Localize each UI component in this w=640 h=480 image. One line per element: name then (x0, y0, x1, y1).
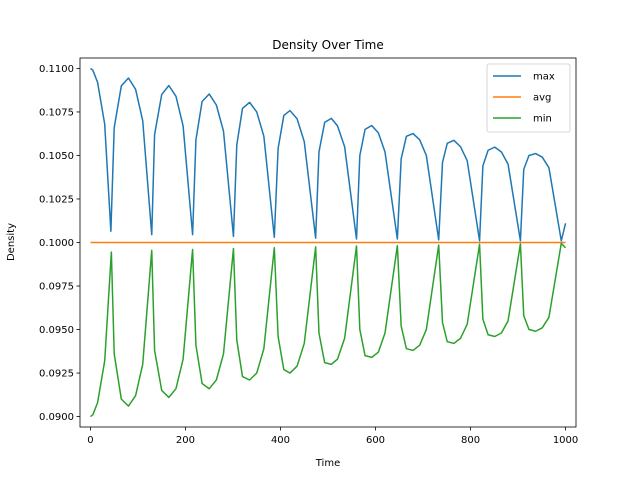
x-axis-label: Time (315, 458, 340, 469)
legend-frame (486, 63, 571, 133)
y-tick-label: 0.1050 (39, 151, 74, 162)
legend-items: max avg min (493, 72, 555, 125)
y-tick-label: 0.1025 (39, 194, 74, 205)
series-line-min (90, 242, 567, 418)
legend: max avg min (486, 63, 571, 133)
legend-label-max: max (533, 72, 555, 83)
x-tick-label: 400 (271, 435, 290, 446)
x-tick-label: 600 (366, 435, 385, 446)
x-axis-ticks: 0 200 400 600 800 1000 (87, 427, 578, 446)
series-line-max (90, 67, 567, 242)
legend-label-min: min (533, 114, 552, 125)
series-layer (90, 67, 567, 418)
y-tick-label: 0.0925 (39, 369, 74, 380)
x-tick-label: 1000 (553, 435, 578, 446)
y-tick-label: 0.0975 (39, 282, 74, 293)
y-tick-label: 0.0950 (39, 325, 74, 336)
x-tick-label: 800 (461, 435, 480, 446)
x-tick-label: 0 (87, 435, 93, 446)
y-tick-label: 0.1000 (39, 238, 74, 249)
chart-title: Density Over Time (272, 38, 383, 52)
x-tick-label: 200 (176, 435, 195, 446)
y-tick-label: 0.1075 (39, 107, 74, 118)
y-axis-label: Density (6, 223, 17, 261)
y-tick-label: 0.1100 (39, 64, 74, 75)
legend-label-avg: avg (533, 93, 551, 104)
y-axis-ticks: 0.0900 0.0925 0.0950 0.0975 0.1000 0.1025 0.10… (39, 64, 80, 423)
y-tick-label: 0.0900 (39, 412, 74, 423)
